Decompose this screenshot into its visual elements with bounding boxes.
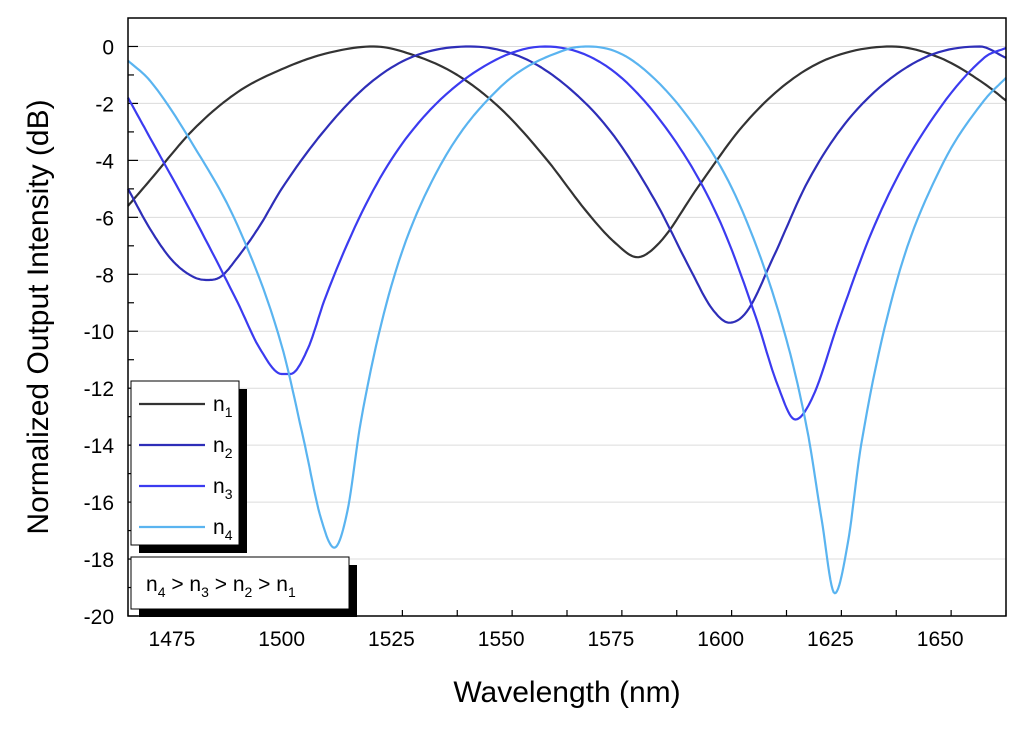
plot-frame (127, 17, 1007, 617)
grid (128, 45, 1006, 560)
y-tick-label: -12 (84, 378, 114, 401)
y-tick-label: -4 (95, 150, 114, 173)
series-line-n4 (127, 45, 1007, 595)
x-tick-label: 1525 (368, 628, 415, 651)
annotation-box (130, 556, 350, 610)
series-line-n1 (127, 45, 1007, 259)
series-lines (127, 45, 1007, 595)
x-tick-label: 1625 (807, 628, 854, 651)
y-axis-title: Normalized Output Intensity (dB) (22, 99, 55, 534)
y-tick-label: 0 (102, 36, 114, 59)
annotation: n4 > n3 > n2 > n1 (130, 556, 357, 617)
series-line-n2 (127, 45, 1007, 324)
x-tick-label: 1650 (917, 628, 964, 651)
y-tick-label: -18 (84, 549, 114, 572)
tick-labels: 1475 1500 1525 1550 1575 1600 1625 1650 0 -2 -4 -6 -… (84, 36, 964, 651)
annotation-text: n4 > n3 > n2 > n1 (146, 573, 296, 600)
y-tick-label: -2 (95, 93, 114, 116)
x-tick-label: 1475 (149, 628, 196, 651)
y-tick-label: -10 (84, 321, 114, 344)
x-tick-label: 1500 (258, 628, 305, 651)
legend-box (130, 380, 240, 546)
x-tick-label: 1600 (697, 628, 744, 651)
series-line-n3 (127, 45, 1007, 421)
y-tick-label: -8 (95, 264, 114, 287)
x-tick-label: 1575 (588, 628, 635, 651)
y-tick-label: -20 (84, 606, 114, 629)
y-tick-label: -16 (84, 492, 114, 515)
y-tick-label: -6 (95, 207, 114, 230)
x-axis-title: Wavelength (nm) (453, 676, 680, 709)
y-tick-label: -14 (84, 435, 115, 458)
x-tick-label: 1550 (478, 628, 525, 651)
